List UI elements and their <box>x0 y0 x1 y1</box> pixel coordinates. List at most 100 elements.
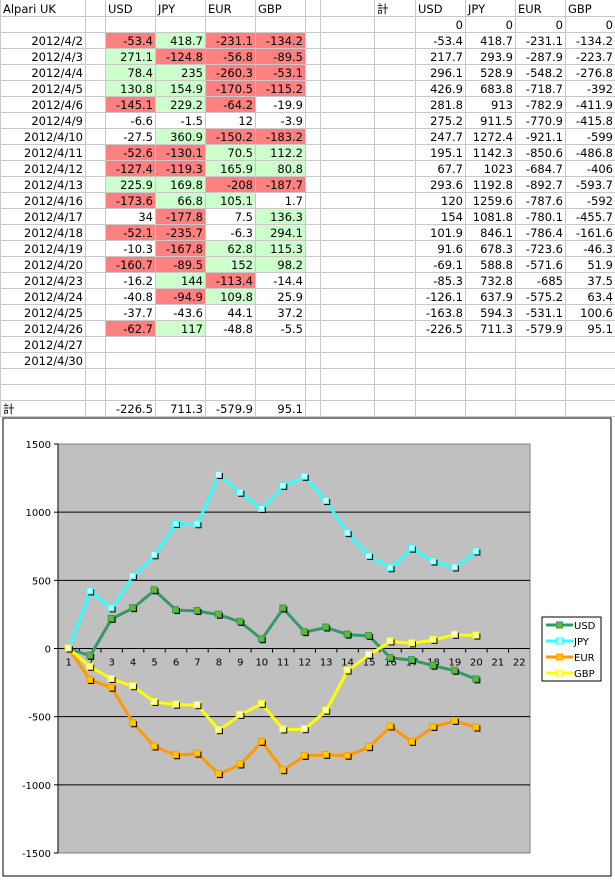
daily-value-cell[interactable]: 105.1 <box>206 193 255 208</box>
cumulative-value-cell[interactable]: -411.9 <box>575 98 613 112</box>
cumulative-value-cell[interactable]: -223.7 <box>575 50 613 64</box>
cumulative-value-cell[interactable]: 1272.4 <box>472 130 513 144</box>
cumulative-value-cell[interactable]: -770.9 <box>525 114 563 128</box>
cumulative-value-cell[interactable]: -53.4 <box>433 34 463 48</box>
daily-value-cell[interactable]: 235 <box>156 65 205 80</box>
cumulative-value-cell[interactable]: -892.7 <box>525 178 563 192</box>
cumulative-value-cell[interactable]: -486.8 <box>575 146 613 160</box>
date-cell[interactable]: 2012/4/27 <box>24 338 83 352</box>
daily-value-cell[interactable]: 7.5 <box>234 210 253 224</box>
daily-value-cell[interactable]: -170.5 <box>206 81 255 96</box>
daily-value-cell[interactable]: -115.2 <box>256 81 305 96</box>
daily-value-cell[interactable]: 109.8 <box>206 289 255 304</box>
cumulative-value-cell[interactable]: 0 <box>505 18 513 32</box>
header-usd[interactable]: USD <box>108 2 133 16</box>
cumulative-value-cell[interactable]: 51.9 <box>587 258 613 272</box>
date-cell[interactable]: 2012/4/16 <box>24 194 83 208</box>
daily-value-cell[interactable]: -40.8 <box>123 290 153 304</box>
cumulative-value-cell[interactable]: -786.4 <box>525 226 563 240</box>
cumulative-value-cell[interactable]: 1192.8 <box>472 178 513 192</box>
daily-value-cell[interactable]: -6.6 <box>130 114 153 128</box>
date-cell[interactable]: 2012/4/13 <box>24 178 83 192</box>
daily-value-cell[interactable]: -124.8 <box>156 49 205 64</box>
cumulative-value-cell[interactable]: 0 <box>555 18 563 32</box>
cumulative-value-cell[interactable]: 846.1 <box>480 226 513 240</box>
cumulative-value-cell[interactable]: -571.6 <box>525 258 563 272</box>
header-eur[interactable]: EUR <box>208 2 232 16</box>
cumulative-value-cell[interactable]: 293.9 <box>480 50 513 64</box>
cumulative-value-cell[interactable]: -415.8 <box>575 114 613 128</box>
daily-value-cell[interactable]: 225.9 <box>106 177 155 192</box>
daily-value-cell[interactable]: 165.9 <box>206 161 255 176</box>
cumulative-value-cell[interactable]: 418.7 <box>480 34 513 48</box>
daily-value-cell[interactable]: -1.5 <box>180 114 203 128</box>
daily-value-cell[interactable]: -177.8 <box>156 209 205 224</box>
cumulative-value-cell[interactable]: 91.6 <box>437 242 463 256</box>
daily-value-cell[interactable]: -173.6 <box>106 193 155 208</box>
daily-value-cell[interactable]: 169.8 <box>156 177 205 192</box>
cumulative-header-jpy[interactable]: JPY <box>468 2 486 16</box>
cumulative-value-cell[interactable]: 275.2 <box>430 114 463 128</box>
daily-value-cell[interactable]: 154.9 <box>156 81 205 96</box>
daily-value-cell[interactable]: -10.3 <box>123 242 153 256</box>
daily-value-cell[interactable]: 25.9 <box>277 290 303 304</box>
daily-value-cell[interactable]: -56.8 <box>206 49 255 64</box>
cumulative-value-cell[interactable]: -723.6 <box>525 242 563 256</box>
cumulative-value-cell[interactable]: -85.3 <box>433 274 463 288</box>
daily-value-cell[interactable]: -19.9 <box>273 98 303 112</box>
daily-value-cell[interactable]: 62.8 <box>206 241 255 256</box>
cumulative-value-cell[interactable]: 247.7 <box>430 130 463 144</box>
date-cell[interactable]: 2012/4/30 <box>24 354 83 368</box>
daily-value-cell[interactable]: -94.9 <box>156 289 205 304</box>
date-cell[interactable]: 2012/4/23 <box>24 274 83 288</box>
cumulative-value-cell[interactable]: 63.4 <box>587 290 613 304</box>
daily-value-cell[interactable]: 418.7 <box>156 33 205 48</box>
cumulative-value-cell[interactable]: 588.8 <box>480 258 513 272</box>
daily-value-cell[interactable]: -37.7 <box>123 306 153 320</box>
header-jpy[interactable]: JPY <box>158 2 176 16</box>
daily-value-cell[interactable]: 80.8 <box>256 161 305 176</box>
cumulative-value-cell[interactable]: -276.8 <box>575 66 613 80</box>
daily-value-cell[interactable]: -208 <box>206 177 255 192</box>
cumulative-value-cell[interactable]: 711.3 <box>480 322 513 336</box>
daily-value-cell[interactable]: -187.7 <box>256 177 305 192</box>
daily-value-cell[interactable]: -119.3 <box>156 161 205 176</box>
date-cell[interactable]: 2012/4/19 <box>24 242 83 256</box>
daily-value-cell[interactable]: -231.1 <box>206 33 255 48</box>
cumulative-value-cell[interactable]: -782.9 <box>525 98 563 112</box>
daily-value-cell[interactable]: -53.1 <box>256 65 305 80</box>
cumulative-value-cell[interactable]: -226.5 <box>425 322 463 336</box>
cumulative-value-cell[interactable]: -579.9 <box>525 322 563 336</box>
date-cell[interactable]: 2012/4/18 <box>24 226 83 240</box>
cumulative-value-cell[interactable]: -575.2 <box>525 290 563 304</box>
cumulative-value-cell[interactable]: -46.3 <box>583 242 613 256</box>
daily-value-cell[interactable]: 112.2 <box>256 145 305 160</box>
daily-value-cell[interactable]: 37.2 <box>277 306 303 320</box>
cumulative-value-cell[interactable]: -69.1 <box>433 258 463 272</box>
daily-value-cell[interactable]: -27.5 <box>123 130 153 144</box>
date-cell[interactable]: 2012/4/17 <box>24 210 83 224</box>
total-value-cell[interactable]: -226.5 <box>115 402 153 416</box>
cumulative-value-cell[interactable]: 293.6 <box>430 178 463 192</box>
date-cell[interactable]: 2012/4/25 <box>24 306 83 320</box>
cumulative-value-cell[interactable]: 217.7 <box>430 50 463 64</box>
date-cell[interactable]: 2012/4/9 <box>31 114 83 128</box>
daily-value-cell[interactable]: -89.5 <box>156 257 205 272</box>
cumulative-value-cell[interactable]: 195.1 <box>430 146 463 160</box>
daily-value-cell[interactable]: -52.1 <box>106 225 155 240</box>
daily-value-cell[interactable]: 115.3 <box>256 241 305 256</box>
daily-value-cell[interactable]: -48.8 <box>223 322 253 336</box>
total-label[interactable]: 計 <box>3 402 15 416</box>
cumulative-value-cell[interactable]: 0 <box>605 18 613 32</box>
spreadsheet-grid[interactable]: Alpari UK USD JPY EUR GBP 2012/4/2 2012/4/3 201… <box>0 0 615 417</box>
cumulative-value-cell[interactable]: 154 <box>441 210 463 224</box>
date-cell[interactable]: 2012/4/24 <box>24 290 83 304</box>
cumulative-value-cell[interactable]: 637.9 <box>480 290 513 304</box>
header-gbp[interactable]: GBP <box>258 2 282 16</box>
cumulative-value-cell[interactable]: 101.9 <box>430 226 463 240</box>
cumulative-value-cell[interactable]: 67.7 <box>437 162 463 176</box>
daily-value-cell[interactable]: 1.7 <box>284 194 303 208</box>
daily-value-cell[interactable]: -183.2 <box>256 129 305 144</box>
cumulative-value-cell[interactable]: 678.3 <box>480 242 513 256</box>
date-cell[interactable]: 2012/4/12 <box>24 162 83 176</box>
